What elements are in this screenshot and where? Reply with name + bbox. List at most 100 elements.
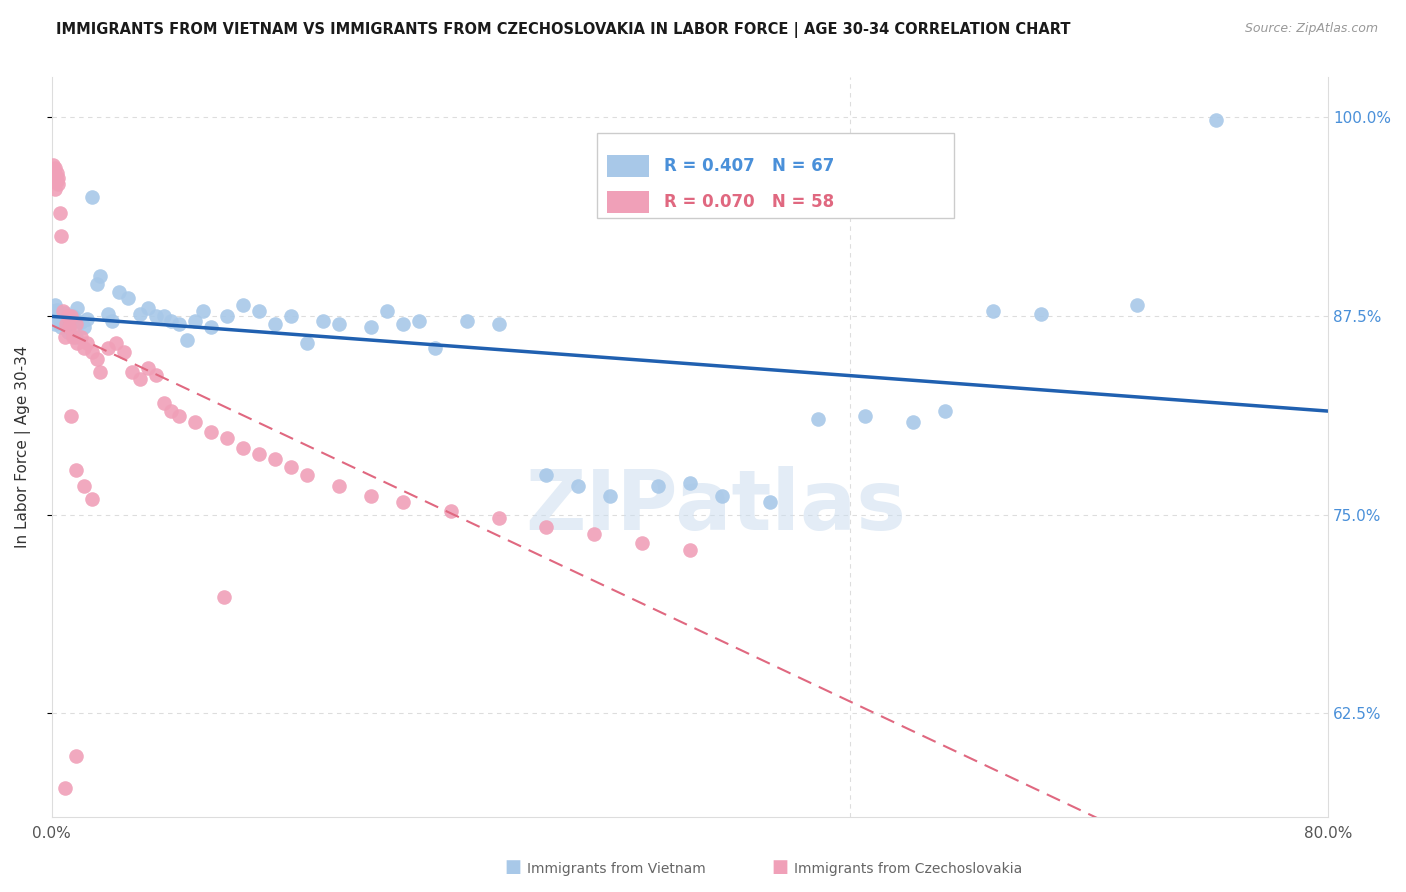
Point [65, 329, 87, 343]
Point [89, 364, 111, 378]
Point [136, 361, 159, 376]
Point [934, 404, 956, 418]
Point [59, 309, 82, 323]
FancyBboxPatch shape [607, 191, 650, 212]
Point [145, 309, 167, 323]
Point [647, 479, 669, 493]
Point [86, 277, 108, 291]
Point [217, 431, 239, 445]
Point [45, 166, 67, 180]
Point [1029, 307, 1052, 321]
Point [46, 170, 69, 185]
Text: Immigrants from Vietnam: Immigrants from Vietnam [527, 862, 706, 876]
Point [328, 479, 350, 493]
Point [44, 182, 66, 196]
Point [440, 504, 463, 518]
Point [52, 304, 75, 318]
Point [112, 345, 135, 359]
Point [73, 479, 96, 493]
Point [679, 542, 702, 557]
Point [121, 364, 143, 378]
Point [101, 313, 124, 327]
Point [62, 309, 84, 323]
Point [80, 189, 103, 203]
Point [42, 174, 65, 188]
Point [391, 317, 413, 331]
FancyBboxPatch shape [607, 155, 650, 178]
Point [58, 320, 80, 334]
Point [44, 298, 66, 312]
Point [53, 780, 76, 795]
Point [456, 313, 478, 327]
Point [217, 309, 239, 323]
Point [80, 491, 103, 506]
Point [375, 304, 398, 318]
Point [488, 317, 510, 331]
Point [128, 307, 150, 321]
Point [193, 304, 215, 318]
Point [53, 329, 76, 343]
Point [232, 298, 254, 312]
Point [49, 313, 72, 327]
Point [80, 345, 103, 359]
Point [65, 317, 87, 331]
Point [679, 475, 702, 490]
Point [360, 488, 382, 502]
Point [280, 459, 302, 474]
Point [59, 409, 82, 423]
Point [69, 329, 91, 343]
Point [42, 158, 65, 172]
Point [45, 174, 67, 188]
Point [247, 447, 270, 461]
Point [66, 335, 89, 350]
Point [51, 320, 73, 334]
Point [200, 425, 222, 439]
Point [295, 467, 318, 482]
Point [567, 479, 589, 493]
Point [52, 310, 75, 325]
Text: R = 0.070   N = 58: R = 0.070 N = 58 [665, 193, 835, 211]
Point [169, 317, 191, 331]
Point [184, 313, 207, 327]
Point [488, 510, 510, 524]
Point [903, 416, 925, 430]
Point [42, 304, 65, 318]
Point [264, 452, 287, 467]
Text: Immigrants from Czechoslovakia: Immigrants from Czechoslovakia [794, 862, 1022, 876]
Point [53, 306, 76, 320]
Point [360, 320, 382, 334]
FancyBboxPatch shape [596, 133, 955, 218]
Point [58, 320, 80, 334]
Point [44, 170, 66, 185]
Point [55, 317, 77, 331]
Point [160, 313, 183, 327]
Point [1125, 298, 1147, 312]
Text: Source: ZipAtlas.com: Source: ZipAtlas.com [1244, 22, 1378, 36]
Point [56, 309, 79, 323]
Point [536, 467, 558, 482]
Point [631, 536, 654, 550]
Point [152, 396, 174, 410]
Point [583, 526, 606, 541]
Point [128, 372, 150, 386]
Point [73, 320, 96, 334]
Text: R = 0.407   N = 67: R = 0.407 N = 67 [665, 157, 835, 175]
Point [176, 333, 198, 347]
Point [212, 591, 235, 605]
Point [152, 309, 174, 323]
Point [391, 495, 413, 509]
Point [160, 404, 183, 418]
Point [264, 317, 287, 331]
Point [232, 441, 254, 455]
Point [44, 161, 66, 175]
Point [108, 285, 131, 299]
Point [65, 749, 87, 764]
Point [536, 520, 558, 534]
Point [184, 416, 207, 430]
Point [45, 302, 67, 317]
Point [599, 488, 621, 502]
Point [145, 368, 167, 382]
Point [76, 335, 98, 350]
Point [51, 229, 73, 244]
Point [46, 177, 69, 191]
